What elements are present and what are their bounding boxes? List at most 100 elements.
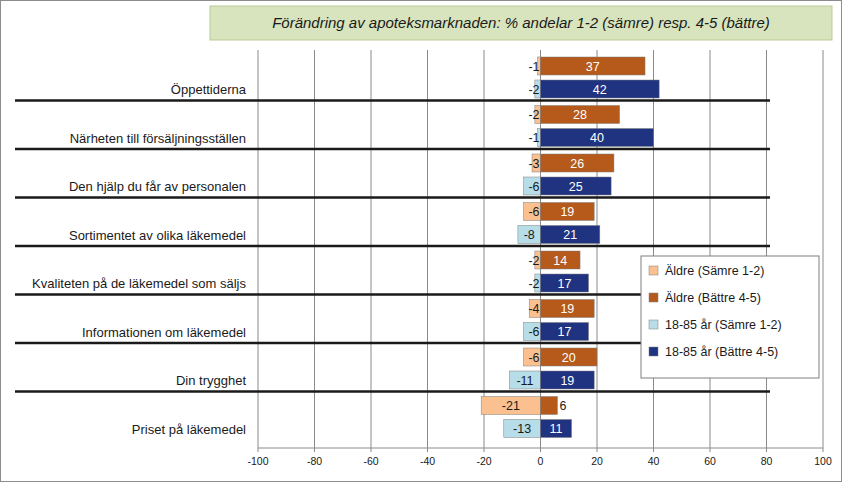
legend-swatch [649,320,658,329]
grid-line [653,50,654,448]
category-label: Närheten till försäljningsställen [70,131,246,146]
data-label: 42 [593,83,607,97]
data-label: -1 [528,131,539,145]
chart-border [1,1,842,482]
data-label: -1 [528,60,539,74]
x-tick [710,448,711,452]
data-label: -11 [516,374,533,388]
x-tick [427,448,428,452]
bar [541,251,581,269]
bar [524,348,541,366]
category-separator [15,245,770,248]
data-label: -13 [513,422,531,436]
category-separator [15,196,770,199]
x-tick [653,448,654,452]
data-label: -3 [528,157,539,171]
legend-label: Äldre (Sämre 1-2) [665,264,764,278]
bar [541,274,589,292]
grid-line [710,50,711,448]
x-tick-label: 100 [814,455,832,467]
bar [541,397,558,415]
data-label: -6 [528,180,539,194]
data-label: 20 [562,351,576,365]
title-box [210,6,832,40]
grid-line [371,50,372,448]
x-tick [314,448,315,452]
data-label: 25 [569,180,583,194]
x-tick [823,448,824,452]
data-label: 17 [558,325,572,339]
legend-swatch [649,347,658,356]
bar [541,80,660,98]
bar [529,300,540,318]
data-label: 40 [590,131,604,145]
data-label: 21 [563,228,577,242]
data-label: -21 [502,399,520,413]
data-label: -2 [528,277,539,291]
x-tick-label: -40 [420,455,435,467]
category-label: Informationen om läkemedel [82,325,246,340]
data-label: 19 [560,302,574,316]
x-tick-label: 0 [538,455,544,467]
legend-swatch [649,266,658,275]
bar [541,348,598,366]
bar [518,226,541,244]
x-tick-label: 20 [591,455,603,467]
title: Förändring av apoteksmarknaden: % andela… [272,14,770,31]
legend-label: 18-85 år (Sämre 1-2) [665,318,782,332]
x-tick [258,448,259,452]
x-tick-label: 60 [704,455,716,467]
category-separator [15,390,770,393]
x-tick-label: -20 [476,455,491,467]
bar [524,177,541,195]
category-label: Kvaliteten på de läkemedel som säljs [32,276,246,291]
data-label: -2 [528,83,539,97]
data-label: 37 [586,60,600,74]
bar [541,177,612,195]
legend: Äldre (Sämre 1-2)Äldre (Bättre 4-5)18-85… [641,256,819,378]
bar [541,371,595,389]
category-separator [15,99,770,102]
grid-line [766,50,767,448]
data-label: 28 [573,108,587,122]
x-tick [766,448,767,452]
data-label: 14 [553,254,567,268]
category-label: Din trygghet [176,373,246,388]
bar [524,323,541,341]
x-tick-label: -100 [247,455,268,467]
grid-line [823,50,824,448]
data-label: 19 [560,374,574,388]
grid-line [258,50,259,448]
bar [541,323,589,341]
x-tick-label: -60 [363,455,378,467]
bar [541,57,646,75]
grid-line [314,50,315,448]
bar [541,226,600,244]
legend-swatch [649,293,658,302]
data-label: -8 [524,228,535,242]
category-label: Sortimentet av olika läkemedel [69,228,246,243]
bar [524,203,541,221]
bar [481,397,540,415]
legend-box [641,256,819,378]
data-label: -2 [528,254,539,268]
x-tick [371,448,372,452]
bar [509,371,540,389]
x-tick [484,448,485,452]
x-tick-label: -80 [307,455,322,467]
data-label: 11 [550,422,563,436]
data-label: 19 [560,205,574,219]
data-labels: -1-2-3-6-2-4-6-21372826191419206-2-1-6-8… [502,60,607,437]
category-label: Priset på läkemedel [132,422,246,437]
legend-label: 18-85 år (Bättre 4-5) [665,345,778,359]
data-label: -6 [528,351,539,365]
bar [541,129,654,147]
data-label: 17 [558,277,572,291]
x-tick [540,448,541,452]
category-label: Den hjälp du får av personalen [69,179,246,194]
x-tick-label: 40 [648,455,660,467]
data-label: -6 [528,205,539,219]
x-tick [597,448,598,452]
bar [541,203,595,221]
bars [481,57,659,438]
